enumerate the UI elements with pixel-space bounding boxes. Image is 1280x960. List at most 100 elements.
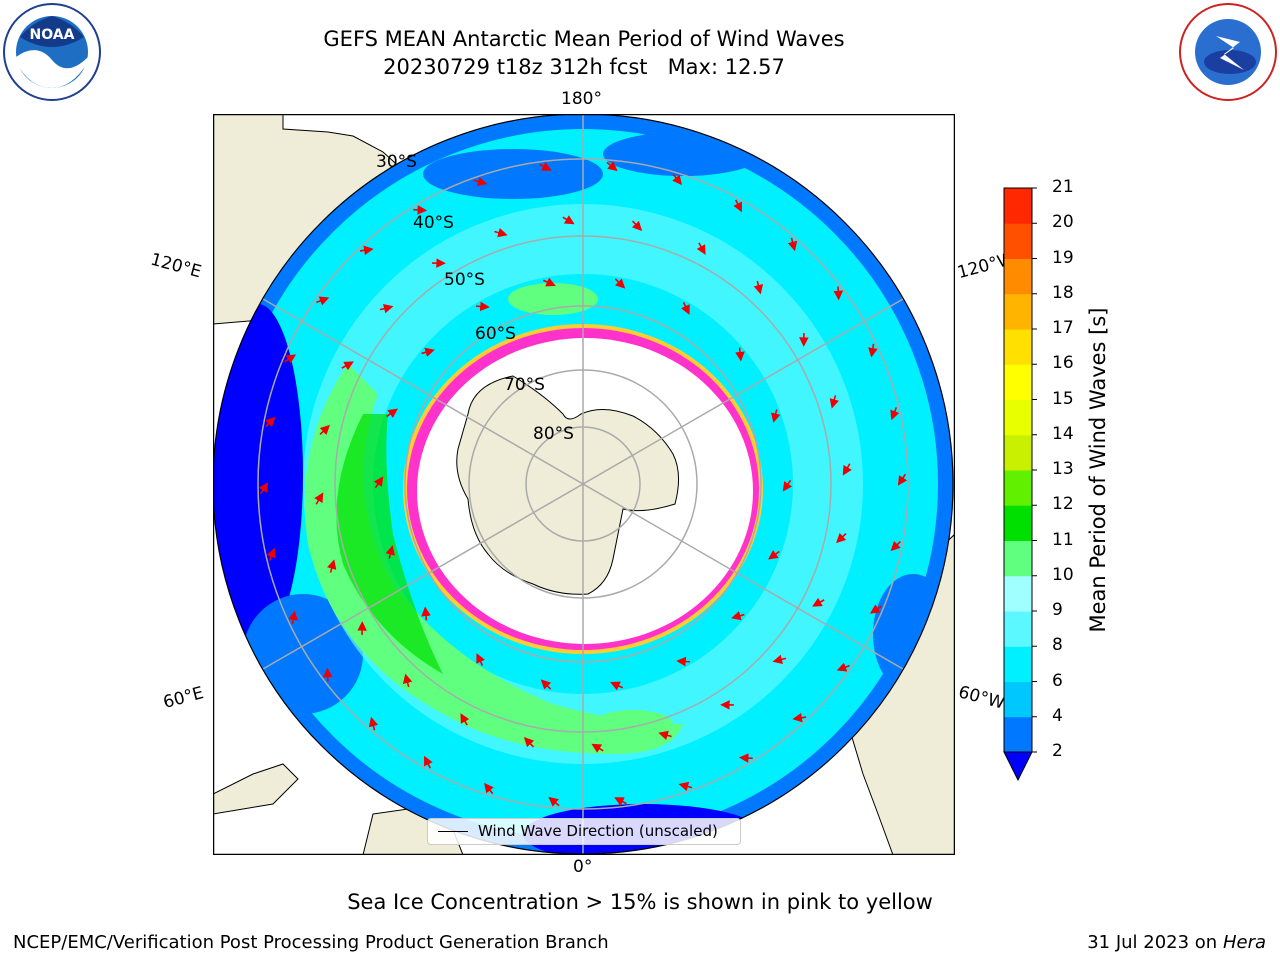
wind-wave-arrow [402,673,413,688]
wind-wave-arrow [319,424,330,436]
wind-wave-arrow [738,753,753,763]
wind-wave-arrow [460,713,470,726]
footer-date-text: 31 Jul 2023 on [1087,932,1223,953]
wind-wave-arrow [476,653,485,666]
colorbar [1003,187,1037,782]
colorbar-band [1004,223,1032,259]
wind-wave-arrow [753,280,764,295]
colorbar-band [1004,258,1032,295]
wind-wave-arrow [631,220,643,231]
wind-wave-arrow [523,737,535,748]
wind-wave-arrow [484,782,494,795]
land-antarctica [456,375,679,595]
wind-wave-arrow [678,781,693,792]
wind-wave-arrow [792,712,807,723]
wind-wave-arrow [421,606,431,621]
colorbar-band [1004,611,1032,647]
wind-wave-arrow [316,296,330,306]
wind-wave-arrow [681,302,690,315]
wind-wave-arrow [327,559,337,573]
lat-label-30s: 30°S [376,152,417,172]
wind-wave-arrow [787,237,798,252]
wind-wave-arrow [314,492,324,505]
wind-wave-arrow [266,547,276,561]
colorbar-band [1004,716,1032,753]
lat-label-40s: 40°S [413,213,454,233]
lat-label-50s: 50°S [444,270,485,290]
wind-wave-arrow [542,277,556,287]
lat-label-60s: 60°S [475,324,516,344]
wind-wave-arrow [676,656,691,667]
wind-wave-arrow [735,347,745,362]
meridian-label-60e: 60°E [161,683,206,713]
colorbar-tick-label: 12 [1052,494,1074,515]
wind-wave-arrow [614,797,627,806]
wind-wave-arrow [368,716,379,731]
title-line2: 20230729 t18z 312h fcst Max: 12.57 [383,55,785,79]
colorbar-band [1004,364,1032,400]
colorbar-band [1004,188,1032,224]
lat-label-80s: 80°S [533,424,574,444]
wind-wave-arrow [890,540,901,552]
wind-wave-arrow [548,796,560,807]
wind-wave-arrow [836,532,847,544]
colorbar-band [1004,681,1032,718]
wind-wave-arrow [731,611,745,621]
wind-wave-arrow [672,173,682,186]
colorbar-tick-label: 18 [1052,282,1074,303]
colorbar-tick-label: 9 [1052,600,1063,620]
wind-wave-arrow [842,463,852,476]
colorbar-tick-label: 16 [1052,353,1074,374]
wind-wave-arrow [614,278,626,289]
wind-wave-arrow [606,161,618,172]
wind-wave-arrow [265,416,276,428]
noaa-logo: NOAA [3,3,101,101]
wind-wave-arrow [539,162,552,171]
colorbar-tick-label: 21 [1052,177,1074,197]
wind-wave-arrow [258,482,269,495]
wind-wave-arrow [284,354,297,364]
colorbar-tick-label: 11 [1052,529,1074,550]
wind-wave-arrow [421,347,435,357]
wind-wave-arrow [540,679,552,690]
sea-ice-caption: Sea Ice Concentration > 15% is shown in … [347,890,933,914]
map-legend: Wind Wave Direction (unscaled) [427,818,741,845]
wind-wave-arrow [562,215,575,225]
wind-wave-arrow [494,228,508,238]
colorbar-band [1004,399,1032,436]
colorbar-tick-label: 4 [1052,705,1063,726]
meridian-label-120e: 120°E [148,249,204,283]
colorbar-tick-label: 2 [1052,741,1063,761]
colorbar-tick-label: 6 [1052,670,1063,691]
wind-wave-arrow [772,654,787,665]
colorbar-band [1004,329,1032,365]
wind-wave-arrow [890,407,900,421]
colorbar-tick-label: 8 [1052,635,1063,656]
colorbar-tick-label: 19 [1052,247,1074,268]
wind-wave-arrow [379,303,394,314]
wind-wave-arrow [771,409,781,423]
colorbar-band [1004,575,1032,612]
colorbar-tick-label: 10 [1052,564,1074,585]
noaa-logo-text: NOAA [30,27,75,43]
wind-wave-arrow [591,743,604,753]
footer-machine: Hera [1222,932,1266,953]
colorbar-tick-label: 17 [1052,318,1074,338]
wind-wave-arrow [385,545,395,559]
colorbar-band [1004,293,1032,330]
wind-wave-arrow [386,408,398,418]
colorbar-tick-label: 15 [1052,388,1074,409]
wind-wave-arrow [869,604,882,614]
wind-wave-arrow [373,476,384,489]
nws-logo [1179,3,1277,101]
wind-wave-arrow [733,199,742,213]
wind-wave-arrow [768,550,780,560]
footer-credit: NCEP/EMC/Verification Post Processing Pr… [13,932,609,953]
lat-label-70s: 70°S [504,375,545,395]
wind-wave-arrow [288,610,298,625]
wind-wave-arrow [868,343,878,358]
wind-wave-arrows [258,161,908,807]
wind-wave-arrow [413,205,428,215]
wind-wave-arrow [475,301,490,312]
colorbar-tick-label: 20 [1052,212,1074,233]
